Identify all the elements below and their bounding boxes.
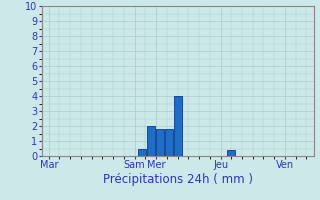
Bar [147, 126, 155, 156]
Bar [138, 148, 146, 156]
Bar [156, 129, 164, 156]
Bar [173, 96, 182, 156]
Bar [164, 129, 173, 156]
X-axis label: Précipitations 24h ( mm ): Précipitations 24h ( mm ) [103, 173, 252, 186]
Bar [227, 150, 235, 156]
